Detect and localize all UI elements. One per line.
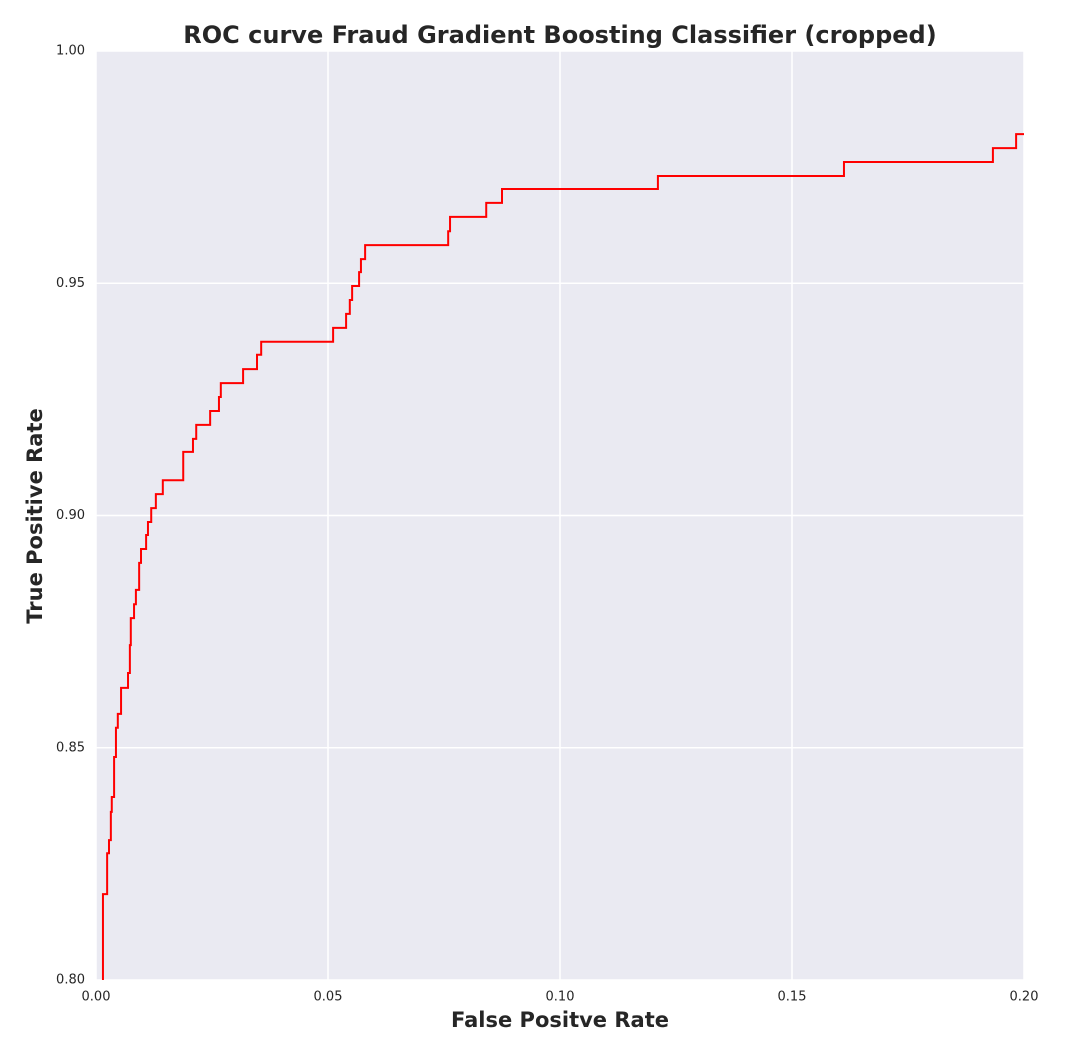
x-tick-label: 0.20 xyxy=(1010,990,1039,1005)
y-axis-label: True Positive Rate xyxy=(23,408,47,624)
y-tick-label: 0.85 xyxy=(56,740,85,755)
y-tick-label: 1.00 xyxy=(56,44,85,59)
roc-line xyxy=(101,133,1024,980)
y-tick-label: 0.95 xyxy=(56,276,85,291)
x-axis-label: False Positve Rate xyxy=(451,1008,669,1032)
x-tick-label: 0.15 xyxy=(778,990,807,1005)
x-tick-label: 0.00 xyxy=(82,990,111,1005)
chart-title: ROC curve Fraud Gradient Boosting Classi… xyxy=(183,21,936,49)
y-tick-label: 0.80 xyxy=(56,973,85,988)
x-tick-label: 0.10 xyxy=(546,990,575,1005)
x-tick-label: 0.05 xyxy=(314,990,343,1005)
y-tick-label: 0.90 xyxy=(56,508,85,523)
